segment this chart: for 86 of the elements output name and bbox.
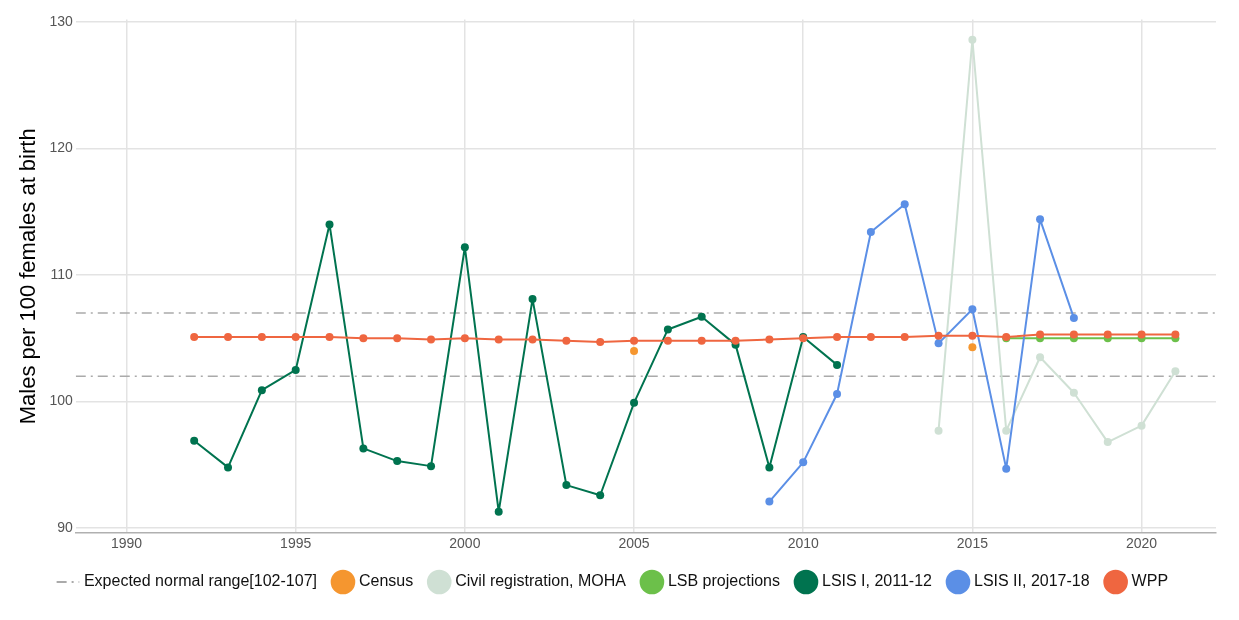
- legend-label: Civil registration, MOHA: [455, 572, 627, 590]
- point: [460, 334, 469, 343]
- point: [427, 335, 436, 344]
- x-tick-label: 2015: [956, 535, 989, 552]
- point: [562, 481, 571, 490]
- point: [968, 343, 977, 352]
- legend-label: LSIS I, 2011-12: [821, 572, 933, 590]
- point: [697, 336, 706, 345]
- y-tick-label: 120: [49, 139, 73, 156]
- point: [968, 331, 977, 340]
- point: [1002, 426, 1011, 435]
- point: [257, 333, 266, 342]
- point: [325, 220, 334, 229]
- point: [866, 228, 875, 237]
- point: [291, 365, 300, 374]
- point: [663, 325, 672, 334]
- point: [224, 333, 233, 342]
- point: [596, 338, 605, 347]
- legend-label: LSB projections: [667, 572, 780, 590]
- point: [697, 312, 706, 321]
- point: [731, 336, 740, 345]
- point: [1069, 314, 1078, 323]
- point: [1137, 330, 1146, 339]
- point: [190, 436, 199, 445]
- y-axis-title: Males per 100 females at birth: [15, 128, 41, 425]
- legend-label: Expected normal range[102-107]: [83, 572, 317, 590]
- point: [1036, 353, 1045, 362]
- point: [1069, 330, 1078, 339]
- point: [1103, 438, 1112, 447]
- legend-label: LSIS II, 2017-18: [973, 572, 1090, 590]
- y-tick-label: 90: [57, 519, 73, 535]
- y-tick-label: 110: [50, 265, 73, 282]
- x-tick-label: 2010: [787, 535, 819, 552]
- point: [596, 491, 605, 500]
- point: [1103, 330, 1112, 339]
- point: [224, 463, 233, 472]
- point: [765, 497, 774, 506]
- point: [1036, 330, 1045, 339]
- point: [900, 333, 909, 342]
- point: [562, 336, 571, 345]
- point: [833, 333, 842, 342]
- point: [765, 463, 774, 472]
- point: [359, 444, 368, 453]
- x-tick-label: 2020: [1125, 535, 1158, 552]
- point: [765, 335, 774, 344]
- point: [325, 333, 334, 342]
- point: [1036, 215, 1045, 224]
- x-tick-label: 2000: [449, 535, 481, 552]
- point: [663, 336, 672, 345]
- point: [1137, 421, 1146, 430]
- point: [393, 334, 402, 343]
- point: [1002, 464, 1011, 473]
- x-tick-label: 2005: [618, 535, 650, 552]
- point: [866, 333, 875, 342]
- point: [494, 335, 503, 344]
- point: [833, 360, 842, 369]
- point: [393, 457, 402, 466]
- point: [630, 398, 639, 407]
- x-tick-label: 1995: [280, 535, 312, 552]
- point: [799, 458, 808, 467]
- point: [968, 35, 977, 44]
- y-tick-label: 130: [49, 12, 73, 29]
- point: [833, 389, 842, 398]
- legend-label: WPP: [1131, 572, 1169, 590]
- point: [494, 507, 503, 516]
- y-tick-label: 100: [49, 392, 73, 409]
- x-tick-label: 1990: [110, 535, 143, 552]
- point: [968, 305, 977, 314]
- point: [460, 243, 469, 252]
- point: [630, 336, 639, 345]
- point: [934, 331, 943, 340]
- point: [291, 333, 300, 342]
- point: [427, 462, 436, 471]
- legend-label: Census: [358, 572, 414, 590]
- point: [528, 295, 537, 304]
- point: [630, 346, 639, 355]
- point: [934, 426, 943, 435]
- point: [257, 386, 266, 395]
- point: [359, 334, 368, 343]
- point: [1069, 388, 1078, 397]
- point: [1171, 330, 1180, 339]
- point: [934, 339, 943, 348]
- point: [900, 200, 909, 209]
- point: [1171, 367, 1180, 376]
- point: [528, 335, 537, 344]
- point: [190, 333, 199, 342]
